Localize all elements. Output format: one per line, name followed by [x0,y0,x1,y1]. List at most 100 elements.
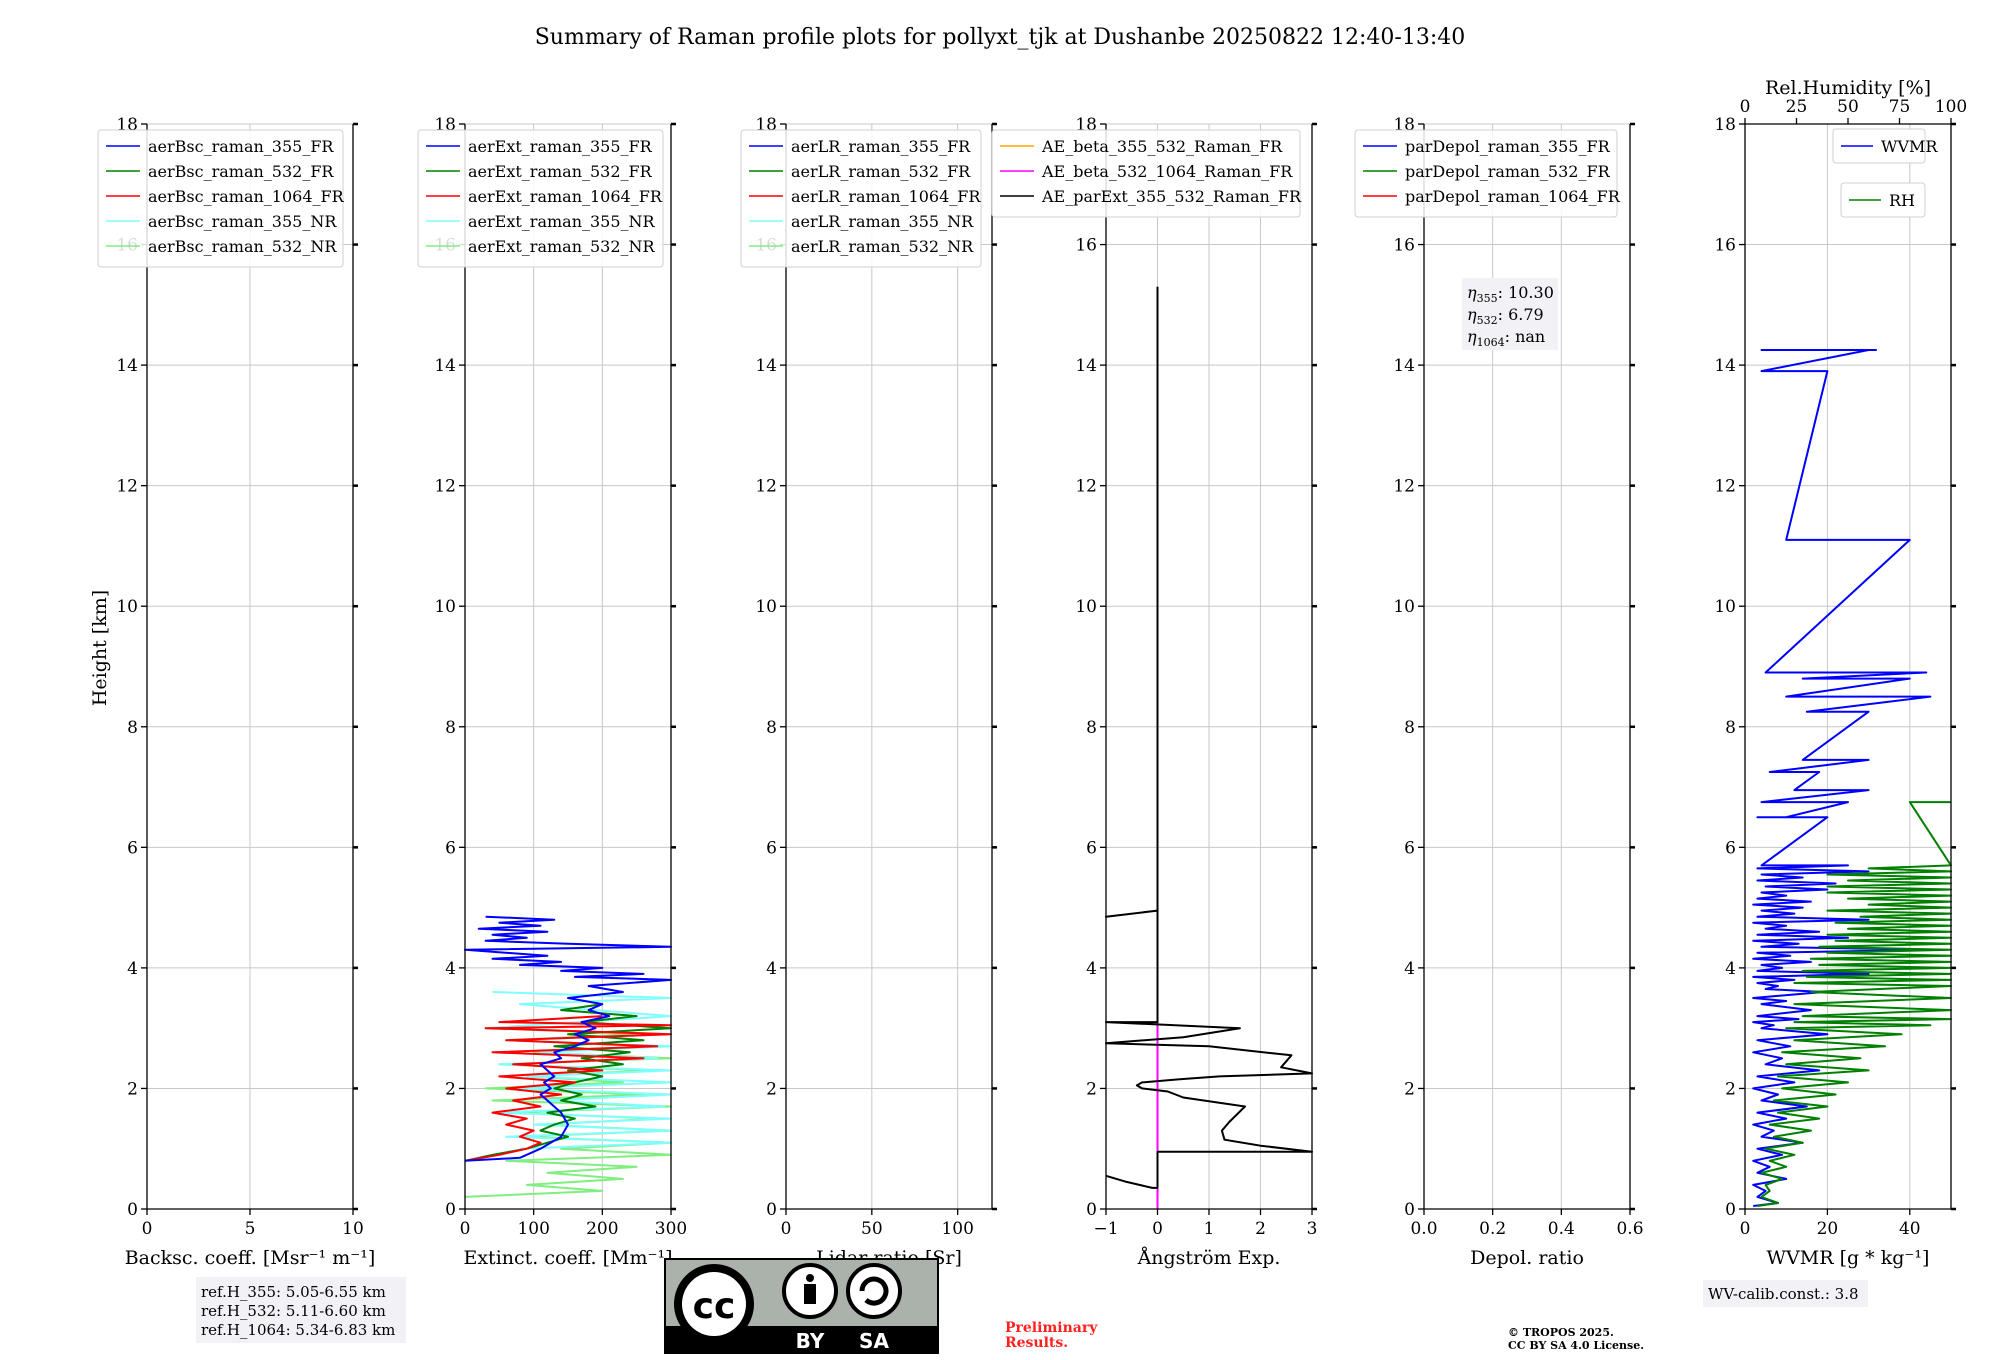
figure-title: Summary of Raman profile plots for polly… [535,25,1466,50]
legend-label-AE_beta_355_532_Raman_FR: AE_beta_355_532_Raman_FR [1041,137,1283,156]
legend-label-aerLR_raman_1064_FR: aerLR_raman_1064_FR [791,187,981,206]
xaxis-label-ae: Ångström Exp. [1137,1247,1281,1269]
xtick-label-bsc-1: 5 [245,1219,256,1239]
wv-calibration-text: WV-calib.const.: 3.8 [1708,1285,1859,1303]
ytick-label-ae-6: 12 [1075,477,1097,497]
top-xtick-label-3: 75 [1889,97,1911,117]
panel-bsc: 0246810121416180510Backsc. coeff. [Msr⁻¹… [97,115,376,1269]
legend-label-aerLR_raman_355_NR: aerLR_raman_355_NR [791,212,974,231]
eta-value-355: η355: 10.30 [1467,283,1554,305]
series-AE_parExt_355_532_Raman_FR [1105,286,1313,1189]
height-axis-label: Height [km] [89,590,111,706]
preliminary-results-line1: Preliminary [1005,1320,1098,1336]
copyright-line1: © TROPOS 2025. [1508,1326,1614,1339]
ytick-label-ae-5: 10 [1075,597,1097,617]
ytick-label-ext-1: 2 [445,1079,456,1099]
ytick-label-wv-0: 0 [1725,1200,1736,1220]
ref-h-1064: ref.H_1064: 5.34-6.83 km [201,1321,395,1339]
legend-box-lr [740,129,982,268]
ytick-label-wv-2: 4 [1725,959,1736,979]
ytick-label-ae-3: 6 [1086,838,1097,858]
ytick-label-ext-4: 8 [445,718,456,738]
top-axis-label-wv: Rel.Humidity [%] [1765,77,1931,99]
cc-logo-text: cc [693,1286,736,1327]
series-aerExt_raman_355_FR [464,915,672,1162]
ytick-label-wv-7: 14 [1714,356,1736,376]
legend-label-aerBsc_raman_532_NR: aerBsc_raman_532_NR [148,237,337,256]
legend-label-AE_parExt_355_532_Raman_FR: AE_parExt_355_532_Raman_FR [1041,187,1302,206]
series-RH [1757,801,1952,1207]
eta-box-bg [1462,278,1558,350]
xtick-label-ae-4: 3 [1307,1219,1318,1239]
series-WVMR [1752,349,1932,1207]
xtick-label-depol-0: 0.0 [1410,1219,1437,1239]
panels: 0246810121416180510Backsc. coeff. [Msr⁻¹… [97,77,1967,1269]
ytick-label-ae-2: 4 [1086,959,1097,979]
panel-lr: 024681012141618050100Lidar ratio [Sr]aer… [740,115,997,1269]
ytick-label-lr-3: 6 [766,838,777,858]
ytick-label-ext-2: 4 [445,959,456,979]
ytick-label-wv-6: 12 [1714,477,1736,497]
xtick-label-lr-0: 0 [781,1219,792,1239]
ytick-label-ext-6: 12 [434,477,456,497]
ytick-label-lr-7: 14 [755,356,777,376]
legend-label-wvmr: WVMR [1881,137,1938,156]
xtick-label-ae-2: 1 [1204,1219,1215,1239]
legend-label-aerLR_raman_532_FR: aerLR_raman_532_FR [791,162,971,181]
ytick-label-ext-3: 6 [445,838,456,858]
legend-label-aerBsc_raman_355_NR: aerBsc_raman_355_NR [148,212,337,231]
xtick-label-wv-0: 0 [1740,1219,1751,1239]
legend-label-aerBsc_raman_532_FR: aerBsc_raman_532_FR [148,162,334,181]
legend-label-aerBsc_raman_1064_FR: aerBsc_raman_1064_FR [148,187,345,206]
xtick-label-depol-3: 0.6 [1616,1219,1643,1239]
ref-h-532: ref.H_532: 5.11-6.60 km [201,1302,386,1320]
ytick-label-ae-4: 8 [1086,718,1097,738]
legend-label-rh: RH [1889,191,1915,210]
ytick-label-bsc-4: 8 [127,718,138,738]
legend-label-aerExt_raman_532_NR: aerExt_raman_532_NR [468,237,656,256]
xtick-label-ext-0: 0 [460,1219,471,1239]
xtick-label-bsc-2: 10 [342,1219,364,1239]
xtick-label-wv-2: 40 [1899,1219,1921,1239]
ytick-label-depol-4: 8 [1404,718,1415,738]
ytick-label-wv-3: 6 [1725,838,1736,858]
xaxis-label-depol: Depol. ratio [1470,1247,1584,1269]
ytick-label-lr-4: 8 [766,718,777,738]
xtick-label-bsc-0: 0 [142,1219,153,1239]
xtick-label-ae-3: 2 [1255,1219,1266,1239]
ytick-label-lr-1: 2 [766,1079,777,1099]
ytick-label-lr-0: 0 [766,1200,777,1220]
ytick-label-lr-6: 12 [755,477,777,497]
top-xtick-label-2: 50 [1837,97,1859,117]
ytick-label-ext-7: 14 [434,356,456,376]
ytick-label-wv-4: 8 [1725,718,1736,738]
top-xtick-label-4: 100 [1935,97,1967,117]
legend-label-parDepol_raman_355_FR: parDepol_raman_355_FR [1405,137,1611,156]
series-group-wv [1752,349,1952,1207]
ytick-label-wv-9: 18 [1714,115,1736,135]
legend-box-rh [1840,182,1926,218]
legend-label-aerExt_raman_532_FR: aerExt_raman_532_FR [468,162,653,181]
ytick-label-ext-0: 0 [445,1200,456,1220]
ytick-label-depol-0: 0 [1404,1200,1415,1220]
legend-label-aerLR_raman_532_NR: aerLR_raman_532_NR [791,237,974,256]
ytick-label-depol-8: 16 [1393,236,1415,256]
series-group-ae [1105,286,1313,1209]
xaxis-label-bsc: Backsc. coeff. [Msr⁻¹ m⁻¹] [125,1247,376,1269]
eta-value-532: η532: 6.79 [1467,305,1544,327]
ytick-label-bsc-6: 12 [116,477,138,497]
ytick-label-depol-7: 14 [1393,356,1415,376]
cc-by-sa-badge-icon: cc BY SA [664,1258,939,1354]
badge-by-text: BY [796,1329,825,1353]
ytick-label-lr-2: 4 [766,959,777,979]
series-aerExt_raman_1064_FR [464,1015,672,1162]
xtick-label-ae-1: 0 [1152,1219,1163,1239]
ytick-label-wv-5: 10 [1714,597,1736,617]
legend-label-AE_beta_532_1064_Raman_FR: AE_beta_532_1064_Raman_FR [1041,162,1293,181]
ytick-label-bsc-7: 14 [116,356,138,376]
xtick-label-ext-1: 100 [517,1219,549,1239]
ytick-label-ae-7: 14 [1075,356,1097,376]
